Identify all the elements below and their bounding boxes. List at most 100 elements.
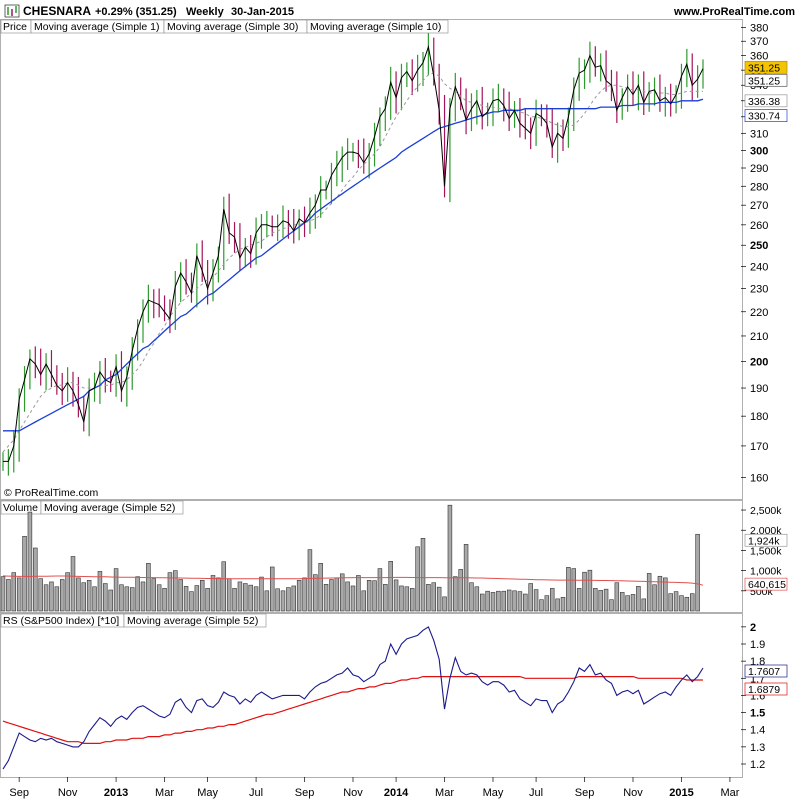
volume-bar xyxy=(603,588,609,612)
price-panel: 160 170 180 190 200 210 220 230 240 250 260 270 280 2… xyxy=(2,22,788,484)
price-tick-label: 210 xyxy=(750,331,768,343)
volume-bar xyxy=(663,577,668,612)
volume-tick-label: 1,500k xyxy=(750,545,782,557)
legend-rs: RS (S&P500 Index) [*10] xyxy=(3,615,119,627)
volume-bar xyxy=(296,580,302,612)
volume-bar xyxy=(625,595,630,612)
price-tick-label: 160 xyxy=(750,472,768,484)
volume-bar xyxy=(129,587,135,612)
volume-bar xyxy=(43,584,49,612)
volume-bar xyxy=(415,546,420,612)
volume-bar xyxy=(146,563,151,612)
site-label[interactable]: www.ProRealTime.com xyxy=(673,6,795,18)
rs-last-badge-box xyxy=(744,664,788,678)
price-tick-label: 360 xyxy=(750,51,768,63)
x-tick-label: Jul xyxy=(529,787,543,799)
rs-tick-label: 1.5 xyxy=(750,708,765,720)
volume-bar xyxy=(156,584,162,612)
volume-bar xyxy=(587,569,593,612)
volume-bar xyxy=(377,568,383,612)
volume-bar xyxy=(49,581,54,612)
volume-bar xyxy=(436,586,442,612)
price-tick-label: 200 xyxy=(750,356,768,368)
volume-bar xyxy=(679,595,684,612)
price-tick-label: 180 xyxy=(750,411,768,423)
price-tick-label: 370 xyxy=(750,36,768,48)
volume-bar xyxy=(275,588,280,612)
price-tick-label: 230 xyxy=(750,284,768,296)
legend-volume-ma: Moving average (Simple 52) xyxy=(44,502,175,514)
volume-bar xyxy=(609,599,614,612)
price-tick-label: 260 xyxy=(750,220,768,232)
volume-bar xyxy=(210,575,216,612)
volume-bar xyxy=(409,588,415,612)
volume-bar xyxy=(404,586,410,612)
volume-bar xyxy=(506,589,512,612)
price-tick-label: 310 xyxy=(750,128,768,140)
rs-tick-label: 1.4 xyxy=(750,725,765,737)
volume-bar xyxy=(108,589,113,612)
volume-bar xyxy=(59,579,65,612)
volume-bar xyxy=(0,576,6,612)
volume-bar xyxy=(243,583,248,612)
price-tick-label: 300 xyxy=(750,145,768,157)
volume-bar xyxy=(619,592,625,612)
x-tick-label: Nov xyxy=(623,787,643,799)
volume-bar xyxy=(119,584,124,612)
volume-bar xyxy=(533,589,539,612)
x-tick-label: Jul xyxy=(249,787,263,799)
volume-bar xyxy=(65,572,70,612)
x-tick-label: May xyxy=(483,787,504,799)
volume-bar xyxy=(447,504,453,612)
volume-bar xyxy=(458,569,463,612)
volume-bar xyxy=(216,577,221,612)
volume-bar xyxy=(345,581,350,612)
volume-bar xyxy=(92,586,97,612)
volume-bar xyxy=(501,590,507,612)
sma10-line xyxy=(2,72,703,453)
legend-rs-ma: Moving average (Simple 52) xyxy=(127,615,258,627)
volume-bar xyxy=(189,591,194,612)
volume-bar xyxy=(151,578,157,612)
volume-last-badge: 1,924k xyxy=(748,535,780,547)
price-panel-frame xyxy=(0,19,743,500)
volume-bar xyxy=(259,576,264,612)
rs-tick-label: 1.3 xyxy=(750,742,765,754)
price-tick-label: 220 xyxy=(750,307,768,319)
volume-bar xyxy=(582,571,587,612)
x-tick-label: Mar xyxy=(155,787,174,799)
volume-bar xyxy=(269,566,275,612)
rs-tick-label: 1.2 xyxy=(750,759,765,771)
volume-bar xyxy=(636,586,641,612)
volume-bar xyxy=(103,583,108,612)
volume-bar xyxy=(576,588,582,612)
volume-bar xyxy=(16,577,22,612)
x-tick-label: Sep xyxy=(9,787,29,799)
rs-last-badge: 1.7607 xyxy=(748,666,780,678)
sma30-last-badge: 330.74 xyxy=(748,111,780,123)
rs-tick-label: 1.9 xyxy=(750,639,765,651)
volume-bar xyxy=(426,584,431,612)
volume-bar xyxy=(571,568,577,612)
price-tick-label: 270 xyxy=(750,200,768,212)
volume-bar xyxy=(183,586,189,612)
price-tick-label: 280 xyxy=(750,181,768,193)
volume-bar xyxy=(38,578,43,612)
x-axis: Sep Nov 2013 Mar May Jul Sep Nov 2014 Mar May Jul Se… xyxy=(9,777,740,799)
sma30-last-badge-box xyxy=(744,109,788,122)
volume-bar xyxy=(549,588,555,612)
legend-volume: Volume xyxy=(3,502,38,514)
price-tick-label: 250 xyxy=(750,240,768,252)
volume-bar xyxy=(307,549,313,612)
x-tick-label: Nov xyxy=(58,787,78,799)
volume-bar xyxy=(496,590,501,612)
volume-bar xyxy=(280,590,286,612)
volume-bar xyxy=(598,590,603,612)
x-tick-label: Mar xyxy=(435,787,454,799)
sma10-last-badge: 336.38 xyxy=(748,96,780,108)
volume-bar xyxy=(555,598,560,612)
volume-panel-frame xyxy=(0,500,743,613)
rs-ma-line xyxy=(2,675,703,745)
volume-bar xyxy=(33,547,38,612)
date-label: 30-Jan-2015 xyxy=(231,6,294,18)
